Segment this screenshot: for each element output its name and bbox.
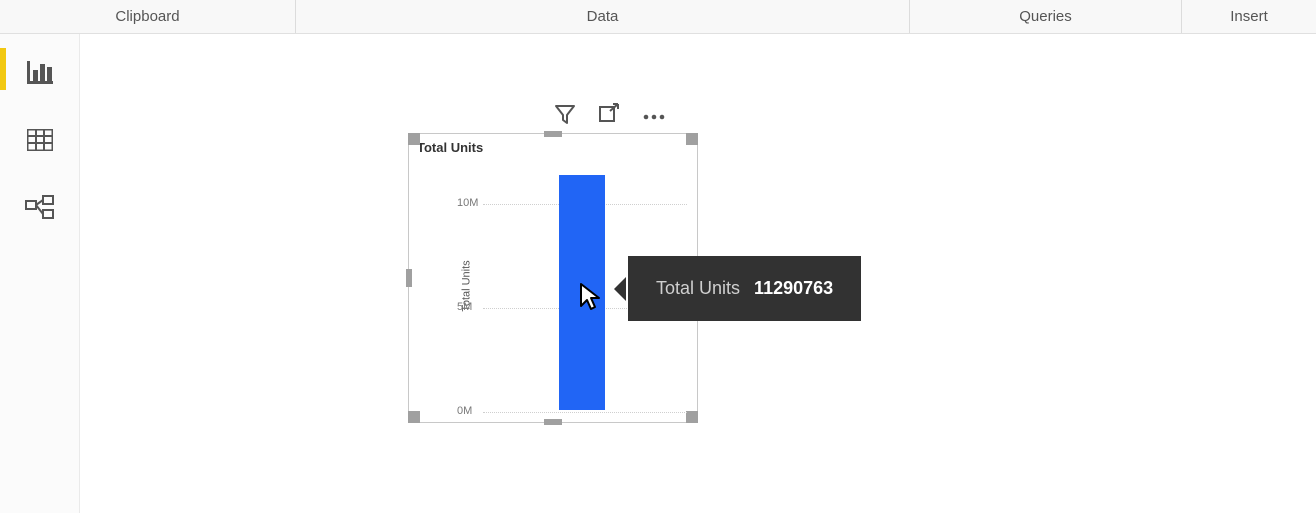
resize-handle-l[interactable] [406,269,412,287]
resize-handle-bl[interactable] [408,411,420,423]
ribbon-group-insert[interactable]: Insert [1182,0,1316,33]
ribbon-label: Insert [1230,8,1268,25]
resize-handle-br[interactable] [686,411,698,423]
resize-handle-tr[interactable] [686,133,698,145]
y-tick-label: 5M [457,301,472,313]
focus-mode-icon[interactable] [598,103,620,130]
tooltip-label: Total Units [656,278,740,299]
tooltip-value: 11290763 [754,278,833,299]
data-view-button[interactable] [20,120,60,160]
resize-handle-t[interactable] [544,131,562,137]
ribbon-group-queries[interactable]: Queries [910,0,1182,33]
model-view-button[interactable] [20,188,60,228]
visual-toolbar [554,103,666,130]
y-tick-label: 10M [457,197,478,209]
ribbon-label: Queries [1019,8,1072,25]
ribbon: Clipboard Data Queries Insert [0,0,1316,34]
report-view-button[interactable] [20,52,60,92]
y-tick-label: 0M [457,405,472,417]
rail-active-indicator [0,48,6,90]
report-view-icon [26,60,54,84]
filter-icon[interactable] [554,103,576,130]
more-options-icon[interactable] [642,108,666,126]
tooltip: Total Units 11290763 [628,256,861,321]
data-view-icon [27,129,53,151]
left-rail [0,34,80,513]
ribbon-group-data[interactable]: Data [296,0,910,33]
gridline [483,412,687,413]
chart-title: Total Units [409,134,697,157]
resize-handle-b[interactable] [544,419,562,425]
chart-bar[interactable] [559,175,605,410]
ribbon-group-clipboard[interactable]: Clipboard [0,0,296,33]
resize-handle-tl[interactable] [408,133,420,145]
ribbon-label: Clipboard [115,8,179,25]
report-canvas[interactable]: Total Units Total Units 0M 5M 10M Total Un… [80,34,1316,513]
model-view-icon [25,195,55,221]
ribbon-label: Data [587,8,619,25]
